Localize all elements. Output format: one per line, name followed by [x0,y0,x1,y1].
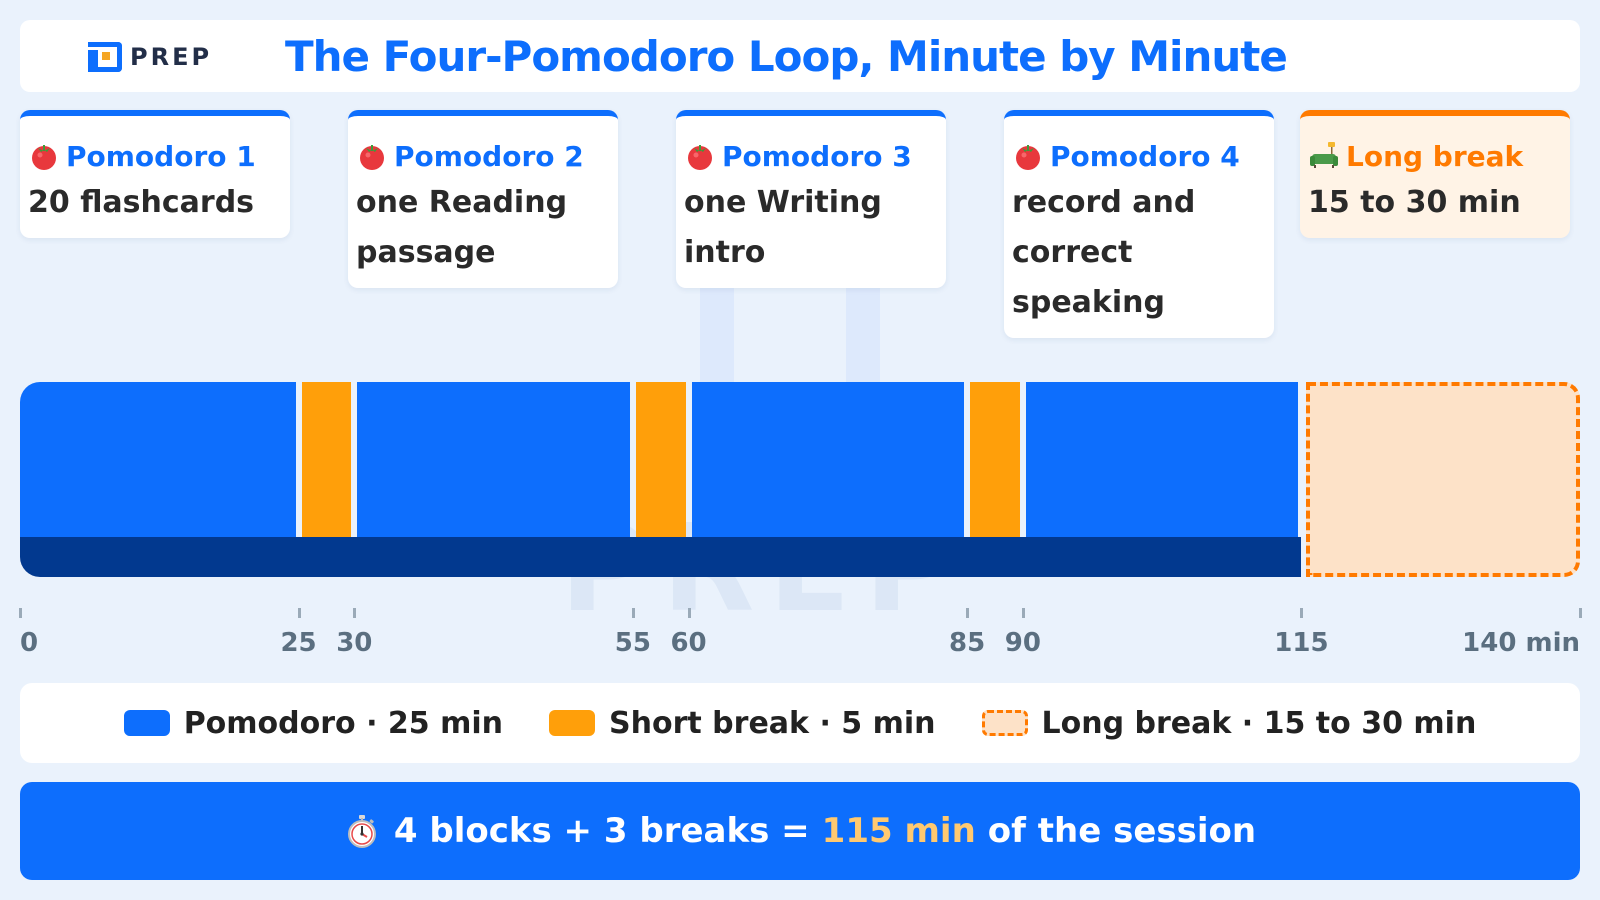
card-desc: record and correct speaking [1012,185,1196,320]
legend-label: Long break · 15 to 30 min [1041,705,1477,741]
axis-tick [297,608,301,618]
legend: Pomodoro · 25 min Short break · 5 min Lo… [20,683,1580,763]
segment-pomodoro [357,382,630,537]
axis-tick-label: 85 [949,628,986,658]
tomato-icon [688,145,712,170]
card-pomodoro-4: Pomodoro 4 record and correct speaking [1004,110,1274,338]
axis-tick-label: 90 [1004,628,1041,658]
axis-tick [19,608,22,618]
legend-label: Pomodoro · 25 min [183,705,504,741]
card-desc: 20 flashcards [28,185,255,220]
card-desc: 15 to 30 min [1308,185,1521,220]
legend-item-long-break: Long break · 15 to 30 min [981,705,1477,741]
card-title: Pomodoro 2 [394,139,584,173]
axis-tick [1579,608,1582,618]
segment-long-break [1306,382,1580,577]
axis-tick-label: 55 [614,628,651,658]
axis-tick [1021,608,1025,618]
card-desc: one Reading passage [356,185,568,270]
segment-short-break [301,382,352,537]
legend-item-pomodoro: Pomodoro · 25 min [123,705,504,741]
summary-text-before: 4 blocks + 3 breaks = [393,811,810,851]
timeline-chart [20,382,1580,577]
card-title: Long break [1346,139,1524,173]
summary-highlight: 115 min [821,811,976,851]
segment-pomodoro [20,382,296,537]
summary-banner: 4 blocks + 3 breaks = 115 min of the ses… [20,782,1580,880]
logo-text: PREP [130,43,213,71]
tomato-icon [1016,145,1040,170]
axis-tick-label: 115 [1274,628,1329,658]
axis-tick [353,608,357,618]
timeline-baseline [20,537,1302,577]
axis-tick [687,608,691,618]
legend-label: Short break · 5 min [609,705,936,741]
axis-tick-label: 0 [20,628,39,658]
legend-swatch-pomodoro [123,710,170,736]
card-title: Pomodoro 4 [1050,139,1240,173]
legend-item-short-break: Short break · 5 min [549,705,936,741]
axis-tick [966,608,970,618]
tomato-icon [360,145,384,170]
axis-tick [631,608,635,618]
logo-mark-icon [88,42,122,72]
segment-short-break [635,382,686,537]
card-title: Pomodoro 1 [66,139,256,173]
page-title: The Four-Pomodoro Loop, Minute by Minute [285,32,1288,81]
card-pomodoro-1: Pomodoro 1 20 flashcards [20,110,290,238]
stopwatch-icon [347,815,376,848]
segment-short-break [970,382,1020,537]
card-title: Pomodoro 3 [722,139,912,173]
axis-tick-label: 25 [280,628,317,658]
legend-swatch-short-break [549,710,596,736]
axis-tick-label: 60 [670,628,707,658]
axis-tick-label: 140 min [1462,628,1580,658]
header: PREP The Four-Pomodoro Loop, Minute by M… [20,20,1580,92]
card-pomodoro-3: Pomodoro 3 one Writing intro [676,110,946,288]
tomato-icon [32,145,56,170]
summary-text-after: of the session [987,811,1257,851]
axis-tick [1300,608,1304,618]
axis-tick-label: 30 [336,628,373,658]
segment-pomodoro [691,382,965,537]
card-long-break: Long break 15 to 30 min [1300,110,1570,238]
couch-lamp-icon [1310,142,1338,168]
legend-swatch-long-break [981,710,1028,736]
timeline-axis: 0 25 30 55 60 85 90 115 140 min [19,608,1582,658]
segment-pomodoro [1025,382,1299,537]
card-pomodoro-2: Pomodoro 2 one Reading passage [348,110,618,288]
card-desc: one Writing intro [684,185,882,270]
logo: PREP [88,42,212,72]
